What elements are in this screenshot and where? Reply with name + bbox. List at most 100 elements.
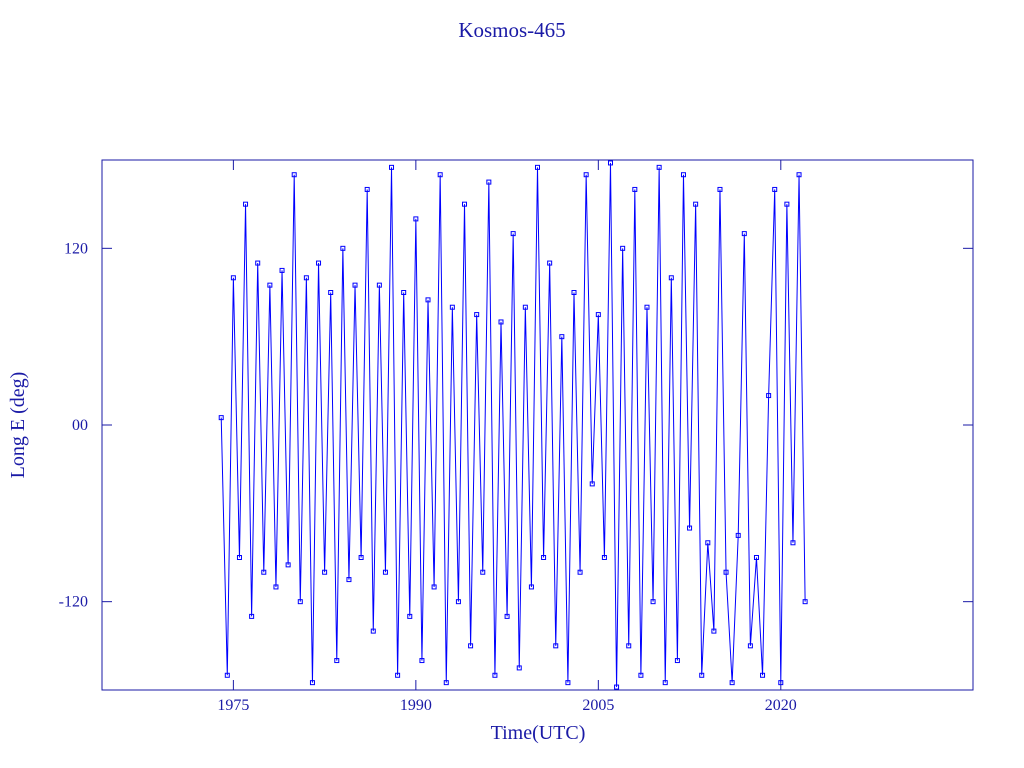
data-point — [784, 201, 790, 207]
x-tick-label: 2020 — [765, 697, 797, 714]
data-point — [425, 297, 431, 303]
data-point — [547, 260, 553, 266]
data-point — [790, 540, 796, 546]
data-point — [589, 481, 595, 487]
data-point — [535, 164, 540, 170]
data-point — [577, 569, 583, 575]
data-point — [498, 319, 504, 325]
data-point — [492, 672, 498, 678]
data-point — [662, 680, 668, 686]
data-point — [340, 245, 346, 251]
data-point — [443, 680, 449, 686]
data-point — [735, 532, 741, 538]
data-point — [273, 584, 279, 590]
data-point — [474, 312, 480, 318]
x-tick-label: 1990 — [400, 697, 432, 714]
data-point — [772, 186, 778, 192]
data-line — [220, 162, 806, 688]
data-point — [480, 569, 486, 575]
data-point — [382, 569, 388, 575]
y-tick-label: 00 — [72, 417, 88, 434]
data-point — [650, 599, 656, 605]
data-point — [407, 613, 413, 619]
chart-title: Kosmos-465 — [458, 18, 565, 42]
data-point — [486, 179, 492, 185]
data-point — [370, 628, 376, 634]
y-tick-label: -120 — [59, 594, 88, 611]
data-point — [595, 312, 601, 318]
data-point — [236, 555, 242, 560]
data-point — [224, 672, 230, 678]
x-axis-label: Time(UTC) — [491, 722, 586, 744]
data-point — [297, 599, 303, 605]
data-point — [729, 680, 735, 686]
data-point — [419, 658, 425, 664]
data-point — [455, 599, 461, 605]
data-point — [796, 172, 802, 178]
data-point — [279, 267, 285, 273]
data-point — [352, 282, 358, 288]
y-tick-label: 120 — [64, 240, 88, 257]
data-point — [601, 555, 607, 560]
data-point — [249, 613, 255, 619]
data-point — [705, 540, 711, 546]
data-point — [741, 231, 747, 237]
data-point — [607, 160, 613, 166]
data-point — [462, 201, 468, 207]
data-point — [632, 186, 638, 192]
data-point — [778, 680, 784, 686]
y-axis-label: Long E (deg) — [7, 372, 29, 479]
data-point — [230, 275, 236, 281]
data-point — [261, 569, 267, 575]
data-point — [638, 672, 644, 678]
data-point — [717, 186, 723, 192]
data-point — [699, 672, 705, 678]
data-point — [334, 658, 340, 664]
data-point — [680, 172, 686, 178]
data-point — [401, 290, 407, 295]
data-point — [468, 643, 474, 649]
data-point — [760, 672, 766, 678]
data-point — [510, 231, 516, 237]
data-point — [626, 643, 632, 649]
data-point — [766, 393, 772, 399]
data-point — [528, 584, 534, 590]
data-point — [449, 304, 455, 310]
data-point — [303, 275, 309, 281]
plot-frame — [101, 159, 974, 691]
data-point — [516, 665, 522, 671]
data-point — [243, 201, 249, 207]
data-point — [431, 584, 437, 590]
data-point — [395, 672, 401, 678]
data-point — [328, 290, 334, 295]
data-point — [316, 260, 322, 266]
data-point — [364, 186, 370, 192]
data-point — [747, 643, 753, 649]
data-point — [285, 562, 291, 568]
data-point — [437, 172, 443, 178]
data-point — [522, 304, 528, 310]
data-point — [723, 569, 729, 575]
data-point — [693, 201, 699, 207]
data-point — [620, 245, 626, 251]
data-point — [309, 680, 315, 686]
data-point — [291, 172, 297, 178]
data-point — [644, 304, 650, 310]
data-point — [668, 275, 674, 281]
x-tick-label: 1975 — [217, 697, 249, 714]
data-point — [802, 599, 808, 605]
data-point — [571, 290, 577, 295]
data-point — [255, 260, 261, 266]
data-point — [656, 164, 662, 170]
data-point — [711, 628, 717, 634]
data-point — [559, 334, 565, 340]
data-point — [553, 643, 559, 649]
data-point — [322, 569, 328, 575]
data-point — [687, 525, 693, 531]
data-point — [346, 577, 352, 583]
data-point — [376, 282, 382, 288]
x-tick-label: 2005 — [582, 697, 614, 714]
data-point — [583, 172, 589, 178]
data-point — [267, 282, 273, 288]
